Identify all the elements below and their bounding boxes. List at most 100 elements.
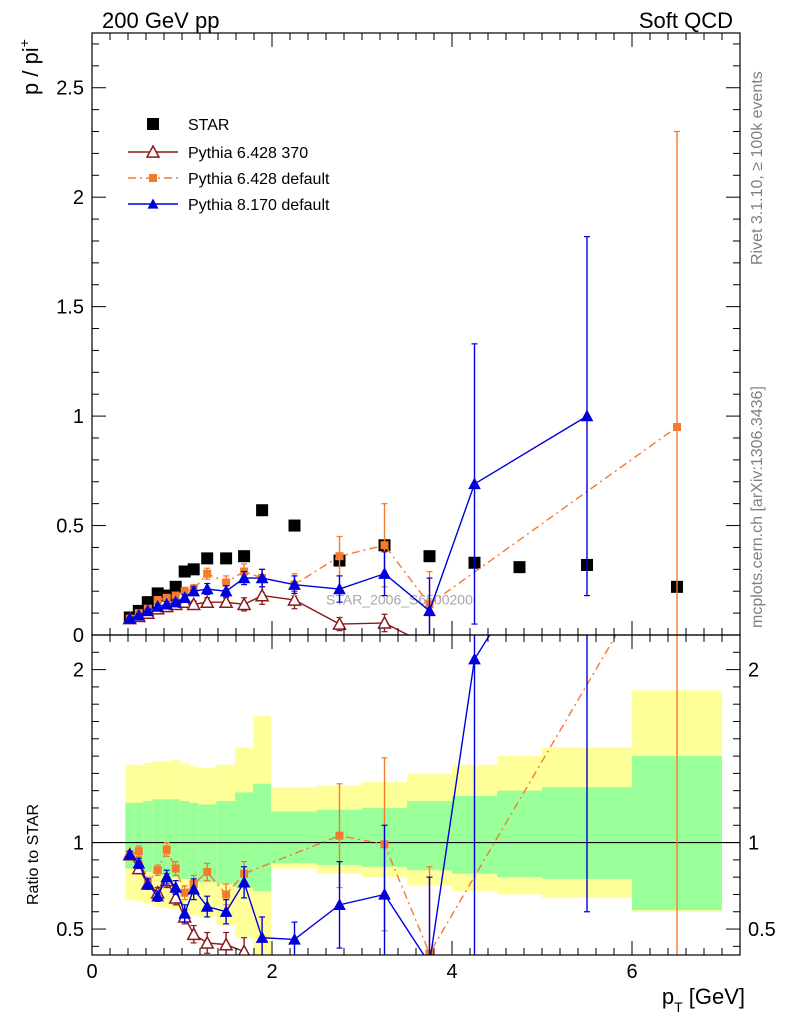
data-point [424, 958, 435, 968]
data-point [160, 870, 174, 883]
y-tick-label: 0.5 [56, 516, 84, 538]
band-inner [171, 799, 181, 878]
data-point [132, 608, 146, 621]
x-axis-label: pT [GeV] [662, 984, 745, 1015]
data-point-star [187, 563, 200, 576]
band-inner [235, 792, 254, 888]
band-inner [198, 804, 217, 883]
x-tick-label: 0 [86, 961, 97, 983]
data-point [199, 935, 215, 949]
ratio-ylabel: Ratio to STAR [25, 804, 42, 905]
data-point [254, 588, 270, 602]
data-point [219, 905, 233, 917]
data-point [288, 578, 301, 590]
x-tick-label: 4 [446, 961, 457, 983]
y-tick-label: 2 [73, 187, 84, 209]
data-point [186, 926, 201, 941]
band-inner [180, 801, 190, 879]
data-point [153, 595, 162, 604]
legend: STAR Pythia 6.428 370 Pythia 6.428 default… [128, 117, 330, 214]
legend-marker [145, 144, 161, 158]
data-point [218, 937, 234, 951]
data-point [377, 615, 392, 629]
data-point-star [201, 552, 214, 565]
watermark: STAR_2006_S6500200 [326, 591, 473, 607]
data-point [218, 594, 234, 609]
data-point [186, 596, 201, 611]
data-point [162, 593, 171, 602]
band-inner [143, 801, 153, 872]
data-point-star [220, 552, 233, 565]
main-ylabel: p / pi+ [16, 39, 43, 95]
data-point [255, 931, 269, 943]
band-inner [253, 783, 272, 891]
data-point [255, 571, 269, 584]
band-inner [134, 802, 144, 871]
legend-label: Pythia 8.170 default [188, 197, 330, 214]
band-inner [497, 790, 542, 878]
data-point [287, 592, 302, 606]
ratio-y-tick-label-right: 0.5 [748, 919, 776, 941]
data-point [123, 848, 137, 860]
legend-label: STAR [188, 117, 229, 134]
data-point [178, 906, 192, 919]
data-point [673, 423, 681, 432]
header-left: 200 GeV pp [102, 8, 219, 33]
band-inner [189, 802, 199, 881]
data-point [423, 604, 436, 617]
band-inner [125, 802, 135, 869]
data-point [219, 584, 233, 597]
ratio-y-tick-label: 2 [73, 660, 84, 682]
data-point [200, 582, 214, 595]
data-point [141, 877, 155, 890]
data-point [236, 596, 252, 611]
legend-label: Pythia 6.428 370 [188, 145, 308, 162]
x-tick-label: 2 [266, 961, 277, 983]
data-point [199, 594, 215, 609]
data-point [141, 604, 155, 617]
data-point-star [238, 550, 251, 563]
data-point-star [256, 504, 269, 517]
data-point [169, 880, 183, 893]
data-point-star [513, 561, 526, 574]
x-tick-label: 6 [626, 961, 637, 983]
data-point [237, 571, 251, 584]
data-point [187, 584, 201, 597]
header-right: Soft QCD [639, 8, 733, 33]
data-point [237, 875, 251, 888]
data-point [203, 569, 212, 578]
data-point [468, 652, 481, 665]
data-point-star [169, 580, 182, 593]
mcplots-label: mcplots.cern.ch [arXiv:1306.3436] [749, 386, 766, 628]
data-point [378, 567, 391, 579]
data-point [134, 847, 143, 856]
data-point [151, 889, 165, 902]
legend-marker [149, 174, 157, 182]
data-point [333, 582, 346, 595]
data-point [203, 867, 212, 876]
data-point [380, 541, 389, 550]
rivet-label: Rivet 3.1.10, ≥ 100k events [749, 71, 766, 265]
data-point [153, 866, 162, 875]
y-tick-label: 2.5 [56, 78, 84, 100]
legend-marker [147, 198, 159, 209]
ratio-y-tick-label: 1 [73, 833, 84, 855]
data-point [222, 890, 231, 899]
data-point [171, 864, 180, 873]
data-point [200, 900, 214, 912]
data-point [162, 845, 171, 854]
y-tick-label: 1.5 [56, 297, 84, 319]
data-point [333, 898, 346, 911]
y-tick-label: 1 [73, 406, 84, 428]
data-point-star [288, 519, 301, 532]
data-point [132, 856, 146, 869]
data-point [171, 591, 180, 600]
data-point [222, 578, 231, 587]
ratio-y-tick-label-right: 2 [748, 660, 759, 682]
data-point-star [423, 550, 436, 563]
y-tick-label: 0 [73, 625, 84, 647]
data-point [178, 591, 192, 603]
band-inner [161, 799, 172, 876]
data-point [151, 599, 165, 612]
